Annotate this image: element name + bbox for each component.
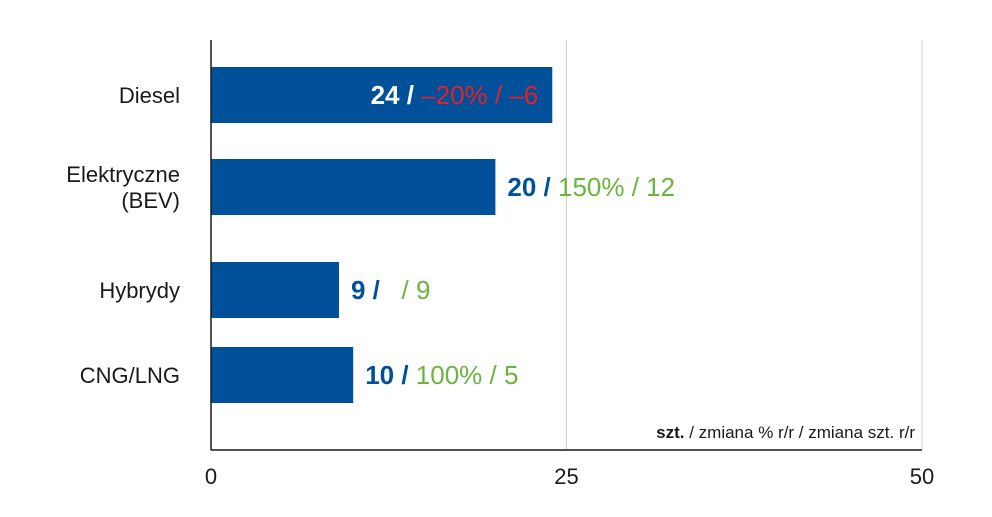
- data-label: 20 / 150% / 12: [507, 172, 675, 202]
- unit-note-rest: / zmiana % r/r / zmiana szt. r/r: [685, 423, 916, 442]
- x-tick-label: 25: [554, 464, 578, 489]
- unit-note: szt. / zmiana % r/r / zmiana szt. r/r: [656, 423, 915, 442]
- data-label: 24 / –20% / –6: [371, 80, 539, 110]
- bar: [211, 347, 354, 403]
- x-tick-label: 0: [205, 464, 217, 489]
- bars: [211, 67, 553, 403]
- bar: [211, 262, 339, 318]
- unit-note-bold: szt.: [656, 423, 684, 442]
- category-label: CNG/LNG: [80, 363, 180, 388]
- x-tick-labels: 0 25 50: [205, 464, 934, 489]
- category-label: Hybrydy: [99, 278, 180, 303]
- bar: [211, 67, 553, 123]
- data-label: 10 / 100% / 5: [365, 360, 518, 390]
- category-label: Elektryczne (BEV): [66, 162, 180, 213]
- category-label: Diesel: [119, 83, 180, 108]
- category-labels: Diesel Elektryczne (BEV) Hybrydy CNG/LNG: [66, 83, 180, 388]
- data-labels: 24 / –20% / –6 20 / 150% / 12 9 / / 9 10 / …: [351, 80, 675, 390]
- gridlines: [566, 40, 923, 450]
- bar: [211, 159, 496, 215]
- data-label: 9 / / 9: [351, 275, 431, 305]
- x-tick-label: 50: [910, 464, 934, 489]
